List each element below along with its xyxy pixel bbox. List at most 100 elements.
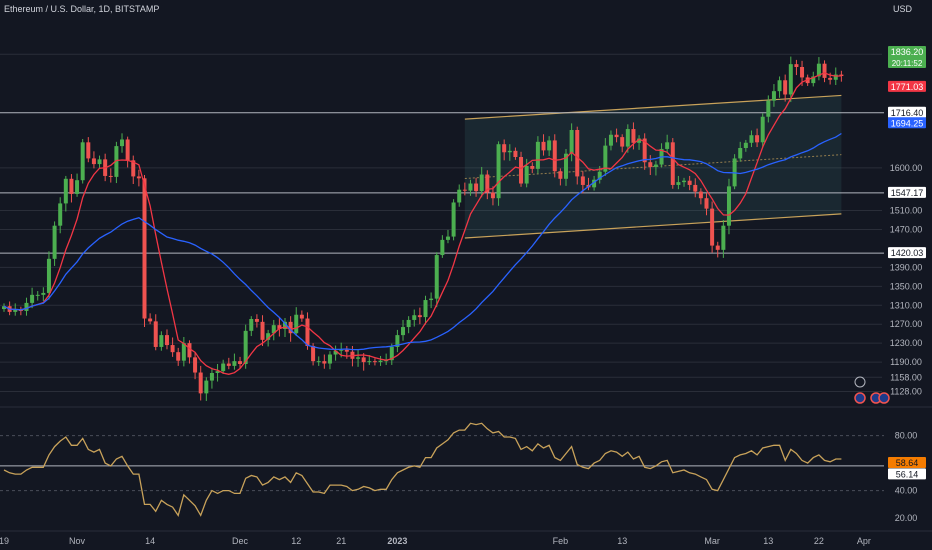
candle-body (502, 144, 507, 153)
candle-body (159, 335, 164, 347)
candle-body (580, 176, 585, 185)
candle-body (687, 180, 692, 185)
candle-body (58, 203, 63, 226)
candle-body (2, 306, 6, 310)
price-tick-label: 1158.00 (890, 372, 922, 382)
candle-body (575, 130, 580, 177)
rsi-label-text: 56.14 (896, 469, 919, 479)
candle-body (552, 140, 557, 172)
candle-body (794, 64, 799, 67)
candle-body (187, 343, 192, 358)
candle-body (800, 67, 805, 78)
candle-body (249, 319, 254, 331)
rsi-tick-label: 20.00 (895, 513, 918, 523)
candle-body (440, 239, 445, 256)
candle-body (63, 178, 68, 204)
candle-body (238, 361, 243, 364)
rsi-label-box (888, 468, 926, 480)
candle-body (670, 142, 675, 185)
candle-body (755, 135, 760, 143)
candle-body (665, 142, 670, 149)
candle-body (327, 354, 332, 364)
price-tick-label: 1190.00 (890, 357, 922, 367)
candle-body (592, 179, 597, 188)
price-label-text: 1771.03 (891, 82, 924, 92)
candle-body (316, 361, 321, 363)
candle-body (603, 145, 608, 172)
candle-body (266, 333, 271, 340)
candle-body (777, 80, 782, 92)
candle-body (356, 357, 361, 359)
time-tick-label: 19 (0, 536, 9, 546)
candle-body (519, 157, 524, 184)
candle-body (271, 325, 276, 334)
candle-body (468, 183, 473, 191)
candle-body (209, 373, 214, 381)
price-tick-label: 1128.00 (890, 386, 922, 396)
candle-body (52, 225, 57, 259)
price-label-text: 1547.17 (891, 188, 924, 198)
time-tick-label: 12 (291, 536, 301, 546)
candle-body (788, 64, 793, 95)
candle-body (704, 198, 709, 209)
time-tick-label: 14 (145, 536, 155, 546)
candle-body (243, 330, 248, 364)
candle-body (277, 325, 282, 329)
price-label-text: 1420.03 (891, 248, 924, 258)
candle-body (333, 350, 338, 355)
candle-body (564, 153, 568, 179)
candle-body (311, 346, 316, 362)
candle-body (620, 137, 625, 147)
candle-body (108, 175, 113, 177)
time-tick-label: Dec (232, 536, 249, 546)
candle-body (80, 142, 85, 181)
candle-body (816, 63, 821, 77)
candle-body (451, 202, 456, 237)
candle-body (401, 327, 406, 336)
candle-body (75, 180, 80, 194)
candle-body (541, 141, 546, 151)
candle-body (142, 178, 147, 319)
time-tick-label: Apr (857, 536, 871, 546)
candle-body (153, 321, 158, 347)
candle-body (434, 255, 439, 299)
candle-body (490, 192, 495, 199)
candle-body (429, 298, 434, 301)
candle-body (378, 360, 383, 363)
candle-body (642, 138, 647, 163)
time-tick-label: 22 (814, 536, 824, 546)
price-tick-label: 1600.00 (890, 163, 923, 173)
candle-body (35, 294, 40, 296)
price-label-text: 1836.20 (891, 47, 924, 57)
time-tick-label: 2023 (387, 536, 407, 546)
candle-body (726, 186, 731, 226)
price-label-box (888, 46, 926, 69)
candle-body (170, 345, 175, 353)
candle-body (339, 349, 344, 351)
candle-body (710, 208, 715, 246)
candle-body (485, 174, 490, 193)
time-tick-label: Mar (704, 536, 720, 546)
candle-body (13, 310, 18, 312)
chart-title: Ethereum / U.S. Dollar, 1D, BITSTAMP (4, 4, 160, 14)
time-tick-label: Nov (69, 536, 86, 546)
candle-body (361, 357, 366, 363)
countdown-text: 20:11:52 (892, 59, 923, 68)
price-label-box (888, 80, 926, 92)
rsi-line (3, 422, 842, 517)
candle-body (682, 180, 687, 183)
channel-upper (464, 94, 842, 120)
candle-body (547, 140, 552, 151)
price-tick-label: 1510.00 (890, 206, 923, 216)
candle-body (693, 184, 698, 192)
candle-body (198, 372, 203, 394)
rsi-label-text: 58.64 (896, 458, 919, 468)
candle-body (828, 77, 833, 80)
candle-body (715, 245, 720, 250)
candle-body (294, 314, 299, 334)
candle-body (507, 150, 512, 153)
rsi-label-box (888, 456, 926, 468)
candle-body (771, 91, 776, 101)
price-tick-label: 1310.00 (890, 300, 923, 310)
